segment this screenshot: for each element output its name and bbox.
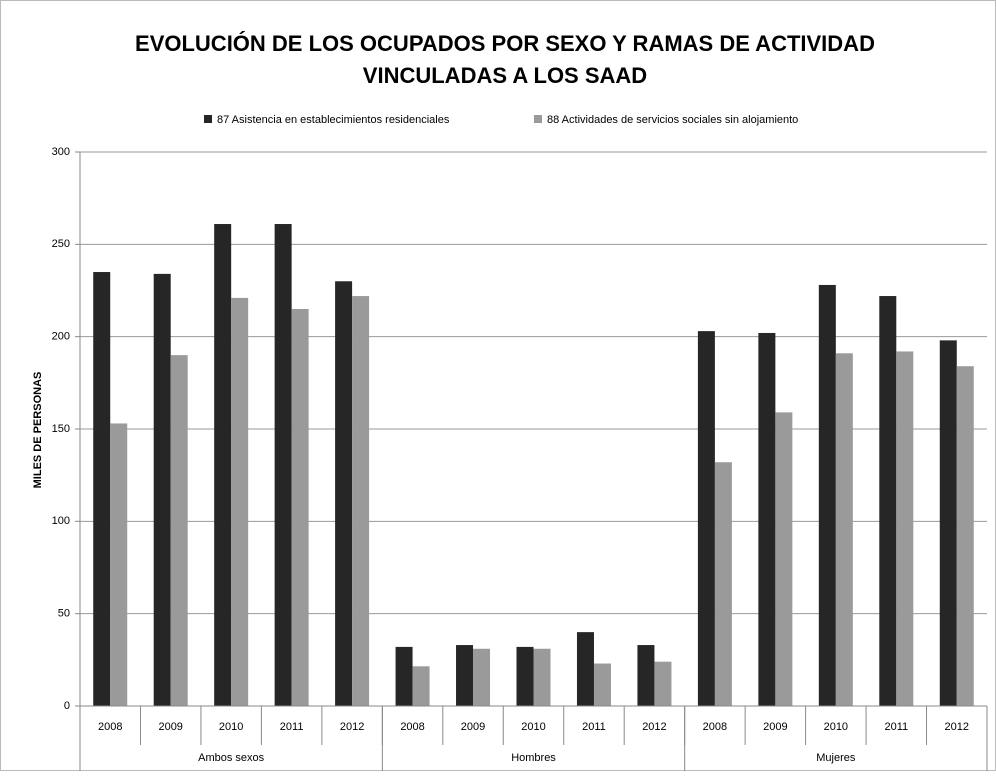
bar bbox=[576, 632, 594, 706]
bar bbox=[654, 661, 672, 706]
bar bbox=[697, 331, 715, 706]
bar bbox=[274, 224, 292, 706]
bar bbox=[110, 423, 128, 706]
group-label: Ambos sexos bbox=[198, 752, 265, 764]
legend-swatch bbox=[204, 115, 212, 123]
x-tick-label: 2011 bbox=[582, 721, 606, 733]
bar bbox=[758, 332, 776, 706]
y-tick-label: 250 bbox=[52, 238, 70, 250]
bar bbox=[214, 224, 232, 706]
x-tick-label: 2010 bbox=[521, 721, 545, 733]
bar bbox=[153, 273, 171, 706]
bar bbox=[896, 351, 914, 706]
chart-title: VINCULADAS A LOS SAAD bbox=[363, 63, 647, 88]
y-axis-label: MILES DE PERSONAS bbox=[32, 372, 44, 489]
bar bbox=[956, 366, 974, 706]
y-tick-label: 0 bbox=[64, 700, 70, 712]
group-label: Mujeres bbox=[816, 752, 856, 764]
x-tick-label: 2010 bbox=[824, 721, 848, 733]
bar bbox=[231, 297, 249, 706]
x-tick-label: 2008 bbox=[400, 721, 424, 733]
y-tick-label: 200 bbox=[52, 331, 70, 343]
bar bbox=[939, 340, 957, 706]
bar bbox=[593, 663, 611, 706]
x-tick-label: 2010 bbox=[219, 721, 243, 733]
x-tick-label: 2012 bbox=[945, 721, 969, 733]
chart-title: EVOLUCIÓN DE LOS OCUPADOS POR SEXO Y RAM… bbox=[135, 31, 875, 56]
bar bbox=[835, 353, 853, 706]
y-tick-label: 300 bbox=[52, 146, 70, 158]
x-tick-label: 2009 bbox=[461, 721, 485, 733]
bar bbox=[516, 646, 534, 706]
bar bbox=[775, 412, 793, 706]
x-tick-label: 2009 bbox=[158, 721, 182, 733]
x-tick-label: 2012 bbox=[642, 721, 666, 733]
bar bbox=[714, 462, 732, 706]
bar bbox=[637, 645, 655, 706]
x-tick-label: 2008 bbox=[703, 721, 727, 733]
legend-label: 88 Actividades de servicios sociales sin… bbox=[547, 114, 798, 126]
legend-swatch bbox=[534, 115, 542, 123]
bar bbox=[533, 648, 551, 706]
bar bbox=[412, 666, 430, 706]
x-tick-label: 2012 bbox=[340, 721, 364, 733]
group-label: Hombres bbox=[511, 752, 556, 764]
x-tick-label: 2011 bbox=[884, 721, 908, 733]
bar bbox=[473, 648, 491, 706]
y-tick-label: 50 bbox=[58, 608, 70, 620]
x-tick-label: 2009 bbox=[763, 721, 787, 733]
y-tick-label: 100 bbox=[52, 515, 70, 527]
bar bbox=[93, 272, 111, 706]
legend-label: 87 Asistencia en establecimientos reside… bbox=[217, 114, 450, 126]
bar bbox=[352, 296, 370, 706]
bar bbox=[395, 646, 413, 706]
bar bbox=[170, 355, 188, 706]
bar bbox=[291, 308, 309, 706]
bar bbox=[818, 284, 836, 706]
bar bbox=[335, 281, 353, 706]
x-tick-label: 2011 bbox=[280, 721, 304, 733]
x-tick-label: 2008 bbox=[98, 721, 122, 733]
y-tick-label: 150 bbox=[52, 423, 70, 435]
bar bbox=[879, 296, 897, 706]
bar bbox=[456, 645, 474, 706]
